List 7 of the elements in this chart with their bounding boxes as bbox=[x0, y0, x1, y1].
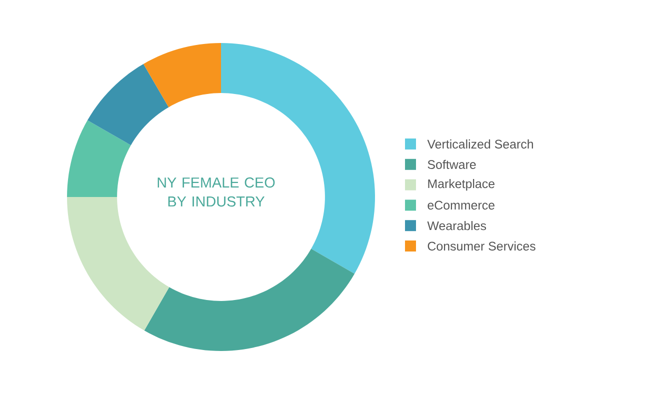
text: NY FEMALE CEO BY INDUSTRY bbox=[158, 177, 275, 207]
legend-label: Consumer Services bbox=[428, 241, 536, 251]
legend-label: Verticalized Search bbox=[427, 139, 533, 149]
legend-label: Software bbox=[428, 160, 476, 169]
legend-label: eCommerce bbox=[428, 200, 494, 210]
legend-label: Wearables bbox=[427, 221, 486, 230]
legend-label: Marketplace bbox=[428, 178, 494, 191]
